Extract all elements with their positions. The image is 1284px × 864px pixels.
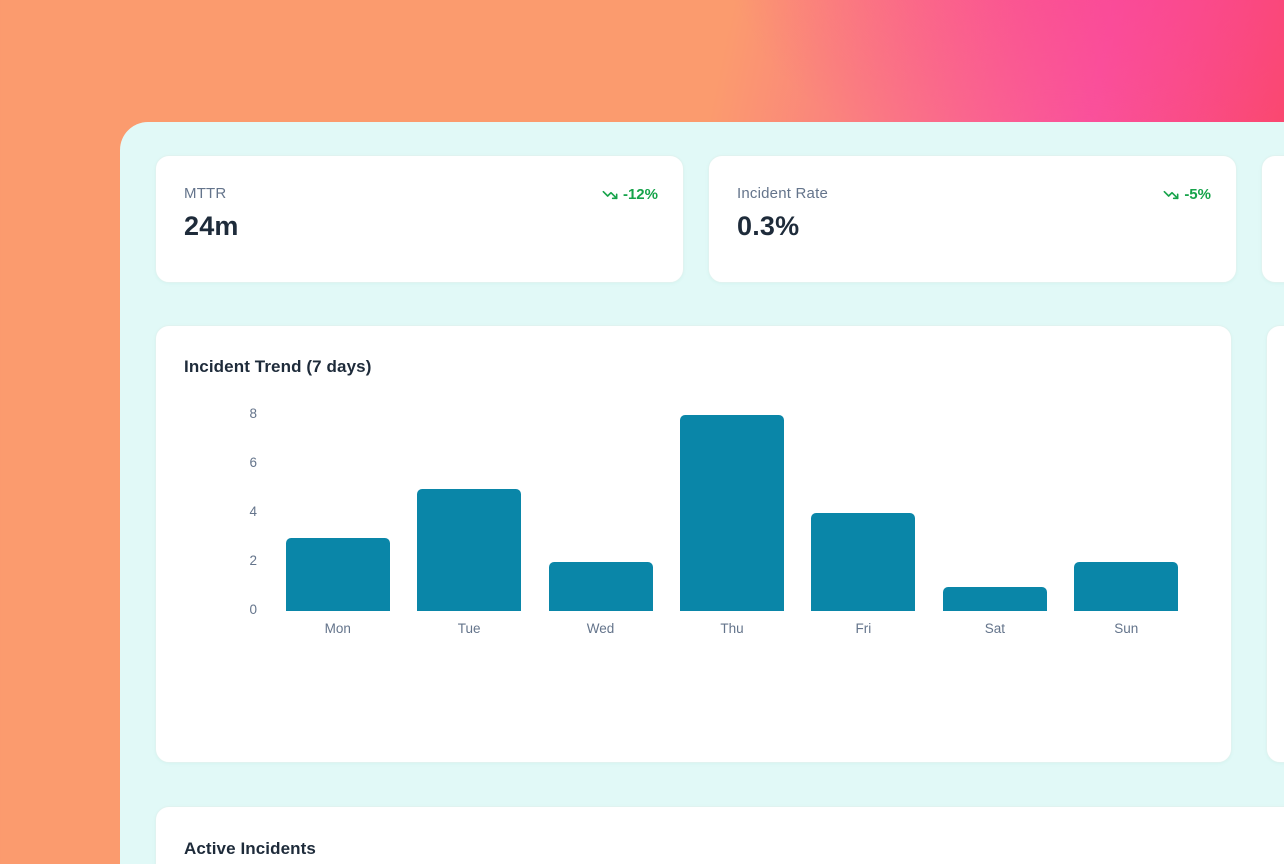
stat-card-clipped <box>1261 155 1284 283</box>
chart-bar[interactable] <box>811 513 916 611</box>
chart-bar[interactable] <box>285 537 390 611</box>
trending-down-icon <box>602 187 618 203</box>
active-incidents-card: Active Incidents <box>155 806 1284 864</box>
chart-bar[interactable] <box>1074 562 1179 611</box>
chart-bar-group: Sun <box>1061 415 1192 636</box>
y-axis-tick: 6 <box>249 455 257 470</box>
x-axis-label: Sat <box>984 621 1005 636</box>
chart-title: Incident Trend (7 days) <box>184 357 372 376</box>
incidents-title: Active Incidents <box>184 839 316 858</box>
x-axis-label: Tue <box>457 621 481 636</box>
chart-y-axis: 0 2 4 6 8 <box>197 406 257 617</box>
incident-trend-card: Incident Trend (7 days) 0 2 4 6 8 Mon Tue Wed T… <box>155 325 1232 763</box>
stat-card-mttr: MTTR 24m -12% <box>155 155 684 283</box>
stat-label: Incident Rate <box>737 185 828 202</box>
bar-chart: 0 2 4 6 8 Mon Tue Wed Thu Fri Sat Sun <box>184 406 1203 655</box>
chart-bar-group: Thu <box>666 415 797 636</box>
x-axis-label: Sun <box>1114 621 1139 636</box>
x-axis-label: Fri <box>855 621 872 636</box>
chart-bar-group: Mon <box>272 415 403 636</box>
x-axis-label: Mon <box>324 621 351 636</box>
stat-trend: -12% <box>602 186 658 203</box>
chart-bar[interactable] <box>548 562 653 611</box>
chart-bar-group: Sat <box>929 415 1060 636</box>
stats-row: MTTR 24m -12% Incident Rate 0.3% <box>155 155 1284 283</box>
chart-bar-group: Tue <box>403 415 534 636</box>
charts-row: Incident Trend (7 days) 0 2 4 6 8 Mon Tue Wed T… <box>155 325 1284 763</box>
x-axis-label: Wed <box>586 621 615 636</box>
stat-trend-value: -5% <box>1184 186 1211 203</box>
stat-value: 24m <box>184 211 239 241</box>
y-axis-tick: 8 <box>249 406 257 421</box>
chart-plot: Mon Tue Wed Thu Fri Sat Sun <box>272 415 1192 636</box>
stat-value: 0.3% <box>737 211 800 241</box>
chart-bar[interactable] <box>679 415 784 611</box>
chart-bar-group: Fri <box>798 415 929 636</box>
y-axis-tick: 2 <box>249 553 257 568</box>
chart-bar[interactable] <box>942 586 1047 611</box>
stat-card-incident-rate: Incident Rate 0.3% -5% <box>708 155 1237 283</box>
stat-trend-value: -12% <box>622 186 658 203</box>
y-axis-tick: 0 <box>249 602 257 617</box>
x-axis-label: Thu <box>720 621 744 636</box>
stat-label: MTTR <box>184 185 227 202</box>
secondary-card-clipped <box>1266 325 1284 763</box>
stat-trend: -5% <box>1163 186 1211 203</box>
dashboard-panel: MTTR 24m -12% Incident Rate 0.3% <box>120 122 1284 864</box>
chart-bar-group: Wed <box>535 415 666 636</box>
y-axis-tick: 4 <box>249 504 257 519</box>
trending-down-icon <box>1163 187 1179 203</box>
chart-bar[interactable] <box>417 488 522 611</box>
